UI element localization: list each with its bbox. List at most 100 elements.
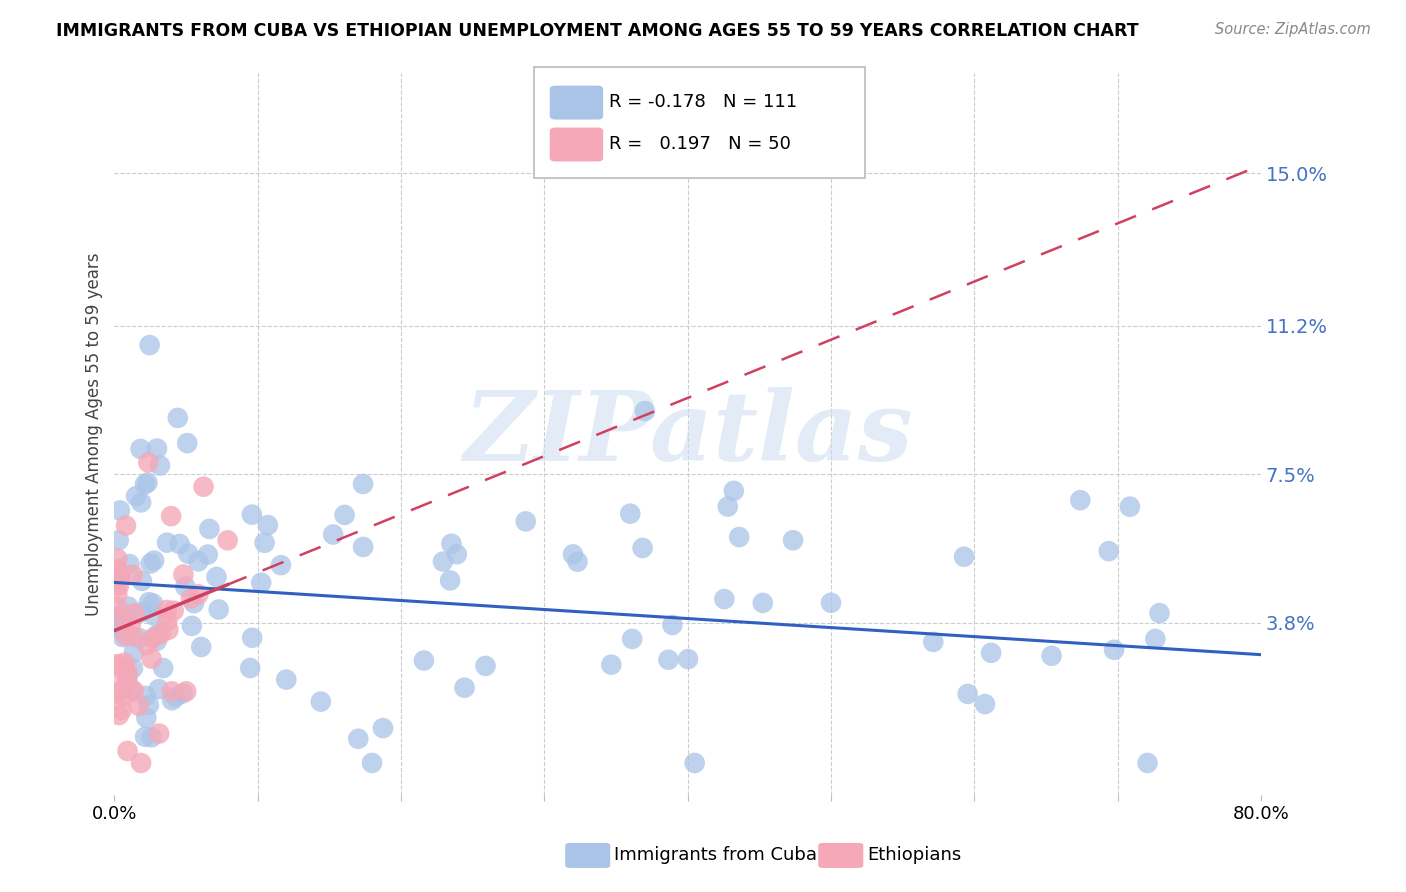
Point [723,483,745,498]
Point [187,554,209,568]
Point [562,547,585,561]
Point [131,574,153,588]
Point [125,489,148,503]
Text: R = -0.178   N = 111: R = -0.178 N = 111 [609,93,797,111]
Point [197,548,219,562]
Point [107,533,129,548]
Point [974,697,997,711]
Point [683,756,706,770]
Point [121,684,143,698]
Point [253,536,276,550]
Point [922,635,945,649]
Point [114,611,136,625]
Point [129,495,152,509]
Point [149,458,172,473]
Point [180,591,202,606]
Point [138,595,160,609]
Point [782,533,804,548]
Text: Source: ZipAtlas.com: Source: ZipAtlas.com [1215,22,1371,37]
Point [124,606,146,620]
Point [141,731,163,745]
Point [160,684,183,698]
Point [657,653,679,667]
Point [160,509,183,524]
Point [134,730,156,744]
Point [115,518,138,533]
Point [515,515,537,529]
Point [115,629,138,643]
Point [108,570,131,584]
Point [108,573,131,587]
Point [108,579,131,593]
Point [166,411,188,425]
Point [118,557,141,571]
Point [105,658,128,673]
Point [107,610,129,624]
Point [149,627,172,641]
Point [108,503,131,517]
Point [120,617,142,632]
Point [105,600,128,615]
Point [953,549,976,564]
Point [600,657,623,672]
Point [661,618,683,632]
Point [193,480,215,494]
Point [128,631,150,645]
Point [174,580,197,594]
Point [165,690,187,704]
Point [114,656,136,670]
Point [117,744,139,758]
Point [270,558,292,573]
Point [117,670,139,684]
Point [112,689,135,703]
Point [142,631,165,645]
Point [148,726,170,740]
Point [105,683,128,698]
Point [105,657,128,672]
Point [634,404,657,418]
Point [138,698,160,713]
Point [240,631,263,645]
Point [309,695,332,709]
Point [141,651,163,665]
Point [412,653,434,667]
Point [172,686,194,700]
Point [122,645,145,659]
Point [190,640,212,654]
Point [146,628,169,642]
Text: Immigrants from Cuba: Immigrants from Cuba [614,847,817,864]
Point [122,661,145,675]
Point [1102,642,1125,657]
Point [117,599,139,614]
Point [105,576,128,591]
Point [107,562,129,576]
Point [152,661,174,675]
Point [142,597,165,611]
Point [135,689,157,703]
Y-axis label: Unemployment Among Ages 55 to 59 years: Unemployment Among Ages 55 to 59 years [86,252,103,615]
Point [129,606,152,620]
Point [276,673,298,687]
Point [117,665,139,680]
Point [129,756,152,770]
Point [198,522,221,536]
Point [180,619,202,633]
Point [631,541,654,555]
Point [111,703,134,717]
Point [128,698,150,713]
Point [157,623,180,637]
Text: R =   0.197   N = 50: R = 0.197 N = 50 [609,135,790,153]
Point [621,632,644,646]
Point [110,570,132,584]
Point [172,567,194,582]
Point [105,551,128,566]
Point [136,455,159,469]
Point [217,533,239,548]
Point [122,683,145,698]
Point [728,530,751,544]
Point [240,508,263,522]
Point [108,708,131,723]
Point [176,436,198,450]
Point [676,652,699,666]
Point [361,756,384,770]
